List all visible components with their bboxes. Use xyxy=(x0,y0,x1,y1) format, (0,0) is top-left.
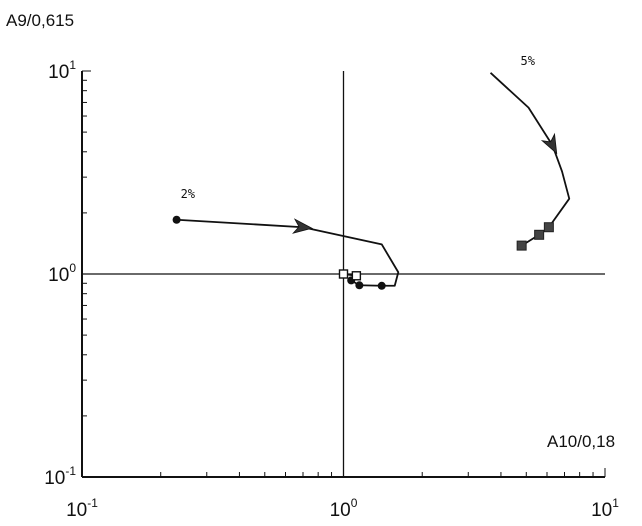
data-point-open-square xyxy=(338,269,349,279)
data-point-filled-square xyxy=(543,222,554,233)
data-point-filled-square xyxy=(534,229,545,240)
y-tick-label: 100 xyxy=(48,261,76,286)
tick-label-exponent: 1 xyxy=(612,496,619,510)
tick-label-exponent: -1 xyxy=(65,464,76,478)
data-point xyxy=(377,281,386,290)
data-point-open-square xyxy=(351,271,362,281)
tick-label-exponent: -1 xyxy=(87,496,98,510)
x-tick-label: 10-1 xyxy=(66,496,98,521)
tick-label-base: 10 xyxy=(591,500,612,521)
x-tick-label: 100 xyxy=(330,496,358,521)
tick-label-exponent: 0 xyxy=(351,496,358,510)
direction-arrow xyxy=(292,218,314,234)
y-axis-label: A9/0,615 xyxy=(6,11,74,30)
x-tick-label: 101 xyxy=(591,496,619,521)
series-layer: 2% 5% xyxy=(172,54,571,290)
y-tick-label: 101 xyxy=(48,58,76,83)
tick-label-base: 10 xyxy=(48,62,69,83)
tick-label-base: 10 xyxy=(44,468,65,489)
tick-label-exponent: 1 xyxy=(69,58,76,72)
series-label: 5% xyxy=(521,54,536,68)
x-axis-label: A10/0,18 xyxy=(547,432,615,451)
tick-label-base: 10 xyxy=(48,265,69,286)
data-point xyxy=(355,281,364,290)
data-point xyxy=(172,215,181,224)
series-line xyxy=(176,218,400,287)
tick-label-base: 10 xyxy=(330,500,351,521)
tick-label-exponent: 0 xyxy=(69,261,76,275)
direction-arrow xyxy=(540,132,558,155)
series-line xyxy=(489,72,571,247)
y-tick-label: 10-1 xyxy=(44,464,76,489)
tick-label-base: 10 xyxy=(66,500,87,521)
data-point-filled-square xyxy=(516,240,527,251)
series-label: 2% xyxy=(181,187,196,201)
